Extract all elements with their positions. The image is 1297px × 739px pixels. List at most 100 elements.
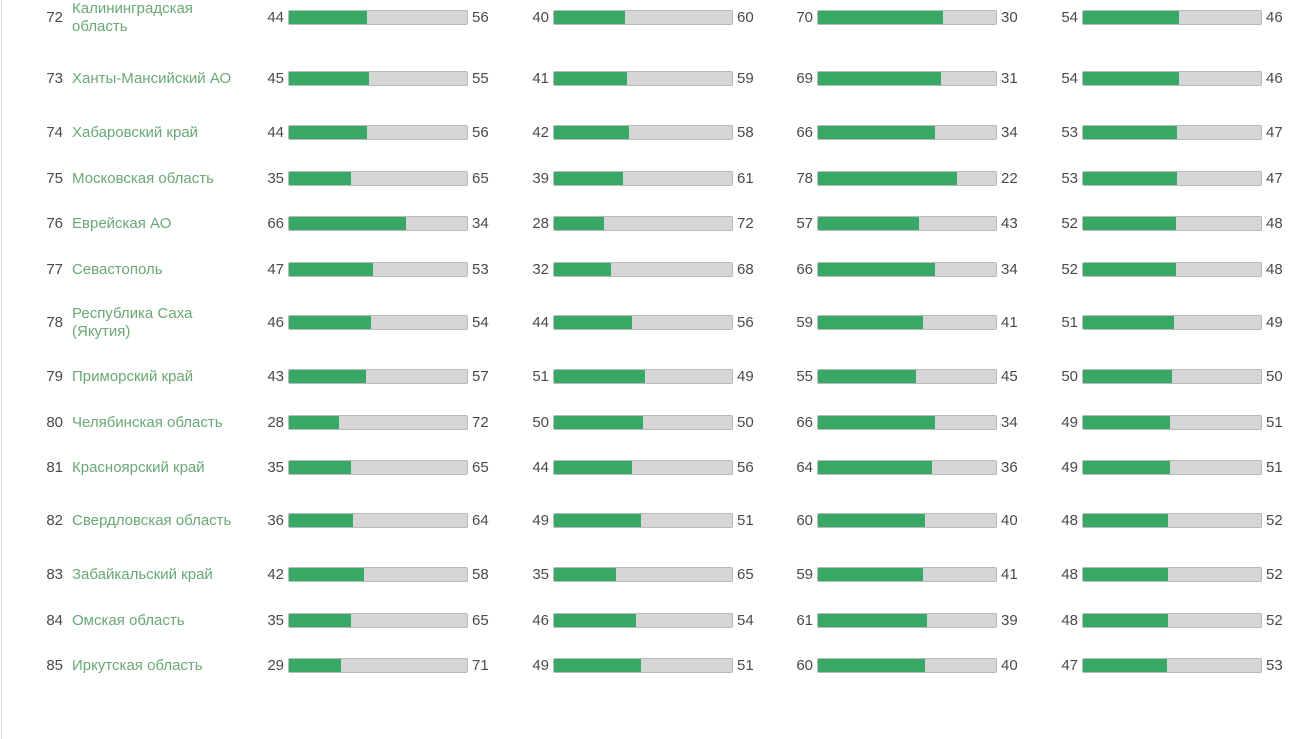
progress-bar-fill [818, 72, 941, 85]
progress-bar-fill [1083, 217, 1176, 230]
progress-bar [288, 262, 468, 277]
rank-number: 85 [46, 657, 63, 674]
progress-bar-fill [554, 461, 633, 474]
bar-left-value: 42 [532, 124, 549, 141]
bar-left-value: 41 [532, 70, 549, 87]
region-link[interactable]: Московская область [72, 170, 214, 187]
progress-bar-fill [818, 126, 936, 139]
bar-right-value: 65 [472, 612, 489, 629]
bar-left-value: 44 [532, 459, 549, 476]
bar-left-value: 49 [532, 512, 549, 529]
bar-right-value: 40 [1001, 657, 1018, 674]
bar-left-value: 43 [267, 368, 284, 385]
bar-left-value: 35 [267, 459, 284, 476]
bar-right-value: 46 [1266, 70, 1283, 87]
progress-bar-fill [1083, 316, 1174, 329]
table-row: 73 Ханты-Мансийский АО 45 55 41 59 69 31 54 46 [0, 59, 1297, 99]
bar-left-value: 51 [532, 368, 549, 385]
region-link[interactable]: Хабаровский край [72, 124, 199, 141]
bar-left-value: 52 [1061, 261, 1078, 278]
progress-bar [817, 513, 997, 528]
progress-bar [288, 658, 468, 673]
bar-right-value: 51 [737, 512, 754, 529]
bar-right-value: 41 [1001, 566, 1018, 583]
table-row: 77 Севастополь 47 53 32 68 66 34 52 48 [0, 250, 1297, 290]
bar-left-value: 49 [532, 657, 549, 674]
progress-bar-fill [554, 11, 626, 24]
progress-bar-fill [554, 416, 643, 429]
progress-bar [553, 369, 733, 384]
table-row: 74 Хабаровский край 44 56 42 58 66 34 53 47 [0, 113, 1297, 153]
progress-bar-fill [289, 659, 341, 672]
progress-bar [1082, 658, 1262, 673]
bar-right-value: 65 [737, 566, 754, 583]
rank-number: 76 [46, 215, 63, 232]
bar-left-value: 35 [267, 612, 284, 629]
progress-bar [1082, 71, 1262, 86]
bar-left-value: 42 [267, 566, 284, 583]
progress-bar [553, 567, 733, 582]
bar-left-value: 46 [267, 314, 284, 331]
bar-right-value: 51 [1266, 414, 1283, 431]
progress-bar [817, 171, 997, 186]
region-link[interactable]: Омская область [72, 612, 185, 629]
region-link[interactable]: Свердловская область [72, 512, 232, 529]
bar-left-value: 48 [1061, 566, 1078, 583]
bar-left-value: 50 [1061, 368, 1078, 385]
bar-right-value: 43 [1001, 215, 1018, 232]
rank-number: 75 [46, 170, 63, 187]
region-link[interactable]: Иркутская область [72, 657, 203, 674]
progress-bar-fill [1083, 370, 1172, 383]
region-link[interactable]: Ханты-Мансийский АО [72, 70, 232, 87]
bar-left-value: 39 [532, 170, 549, 187]
bar-left-value: 55 [796, 368, 813, 385]
bar-right-value: 47 [1266, 124, 1283, 141]
progress-bar-fill [289, 416, 339, 429]
progress-bar [1082, 613, 1262, 628]
progress-bar [817, 567, 997, 582]
bar-left-value: 49 [1061, 459, 1078, 476]
progress-bar-fill [289, 172, 352, 185]
bar-left-value: 53 [1061, 170, 1078, 187]
progress-bar [1082, 125, 1262, 140]
bar-right-value: 60 [737, 9, 754, 26]
region-link[interactable]: Приморский край [72, 368, 194, 385]
bar-left-value: 48 [1061, 612, 1078, 629]
progress-bar-fill [1083, 659, 1167, 672]
table-row: 72 Калининградская область 44 56 40 60 70 30 54 4… [0, 0, 1297, 38]
bar-right-value: 41 [1001, 314, 1018, 331]
bar-right-value: 40 [1001, 512, 1018, 529]
region-link[interactable]: Республика Саха (Якутия) [72, 305, 193, 340]
region-link[interactable]: Еврейская АО [72, 215, 172, 232]
progress-bar-fill [289, 263, 373, 276]
bar-left-value: 66 [796, 261, 813, 278]
bar-left-value: 35 [267, 170, 284, 187]
region-link[interactable]: Забайкальский край [72, 566, 213, 583]
bar-left-value: 47 [1061, 657, 1078, 674]
bar-left-value: 51 [1061, 314, 1078, 331]
bar-right-value: 59 [737, 70, 754, 87]
table-row: 84 Омская область 35 65 46 54 61 39 48 52 [0, 601, 1297, 641]
progress-bar [288, 460, 468, 475]
progress-bar [1082, 415, 1262, 430]
bar-left-value: 48 [1061, 512, 1078, 529]
progress-bar [1082, 460, 1262, 475]
region-link[interactable]: Красноярский край [72, 459, 205, 476]
region-link[interactable]: Калининградская область [72, 0, 193, 35]
progress-bar-fill [1083, 514, 1169, 527]
bar-right-value: 34 [1001, 414, 1018, 431]
bar-right-value: 58 [737, 124, 754, 141]
bar-right-value: 22 [1001, 170, 1018, 187]
table-row: 81 Красноярский край 35 65 44 56 64 36 49 51 [0, 448, 1297, 488]
progress-bar [288, 10, 468, 25]
region-link[interactable]: Севастополь [72, 261, 163, 278]
bar-right-value: 72 [737, 215, 754, 232]
progress-bar-fill [554, 370, 645, 383]
table-row: 80 Челябинская область 28 72 50 50 66 34 49 51 [0, 403, 1297, 443]
region-link[interactable]: Челябинская область [72, 414, 223, 431]
bar-right-value: 30 [1001, 9, 1018, 26]
table-row: 75 Московская область 35 65 39 61 78 22 53 47 [0, 159, 1297, 199]
bar-left-value: 36 [267, 512, 284, 529]
bar-right-value: 52 [1266, 566, 1283, 583]
progress-bar-fill [554, 126, 629, 139]
